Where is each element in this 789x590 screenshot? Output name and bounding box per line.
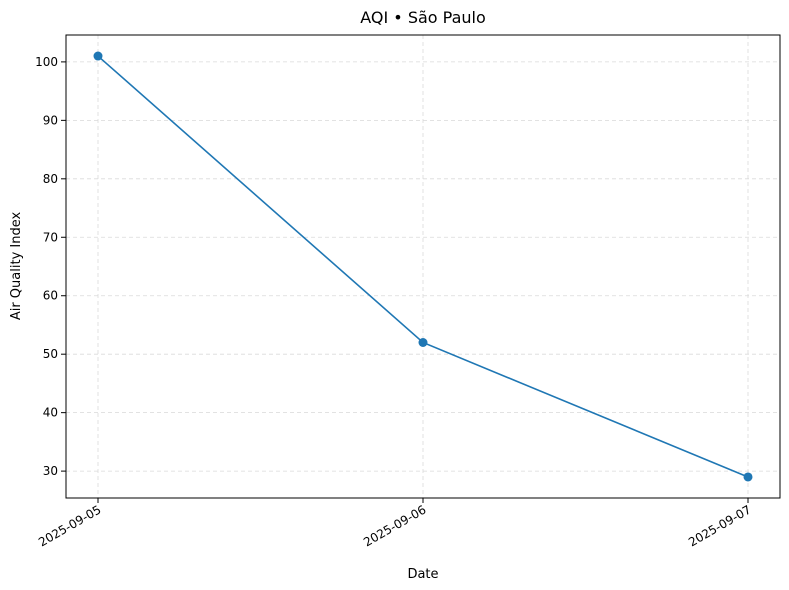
series-group [93, 51, 753, 482]
y-tick-label: 80 [43, 172, 58, 186]
y-tick-label: 70 [43, 230, 58, 244]
y-tick-label: 60 [43, 289, 58, 303]
x-axis-label: Date [407, 567, 438, 582]
y-tick-label: 90 [43, 113, 58, 127]
data-point [93, 51, 103, 61]
x-tick-label: 2025-09-06 [361, 502, 428, 549]
x-tick-label: 2025-09-05 [36, 502, 103, 549]
x-tick-label: 2025-09-07 [686, 502, 753, 549]
y-axis-label: Air Quality Index [9, 212, 24, 321]
grid [66, 35, 780, 498]
y-tick-label: 30 [43, 464, 58, 478]
chart-title: AQI • São Paulo [360, 8, 486, 27]
y-tick-label: 100 [35, 55, 58, 69]
y-tick-label: 50 [43, 347, 58, 361]
data-point [418, 337, 428, 347]
y-tick-label: 40 [43, 406, 58, 420]
data-point [743, 472, 753, 482]
y-axis: 30 40 50 60 70 80 90 100 [35, 55, 66, 478]
x-axis: 2025-09-05 2025-09-06 2025-09-07 [36, 498, 754, 549]
